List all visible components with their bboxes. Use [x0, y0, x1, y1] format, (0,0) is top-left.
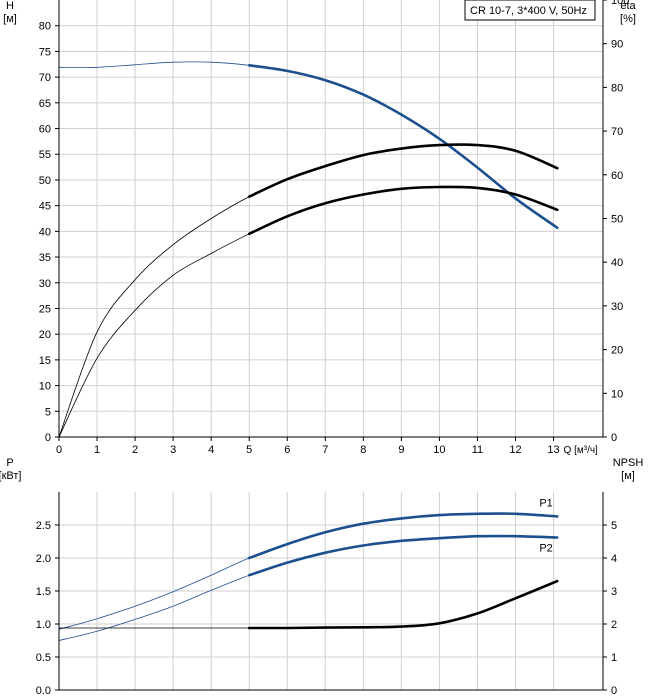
curve-eta_lower-operating — [247, 185, 559, 236]
head-right-tick-label: 50 — [611, 214, 623, 226]
head-left-tick-label: 60 — [39, 124, 51, 136]
power-left-tick-label: 2.5 — [36, 520, 51, 532]
npsh-axis-unit: [м] — [621, 470, 635, 482]
power-axis-title: P — [6, 457, 13, 469]
head-left-tick-label: 75 — [39, 46, 51, 58]
head-axis-unit: [м] — [3, 13, 17, 25]
head-right-tick-label: 100 — [611, 0, 629, 7]
eta-axis-unit: [%] — [620, 13, 636, 25]
x-axis-title: Q [м³/ч] — [564, 445, 599, 456]
chart-legend: CR 10-7, 3*400 V, 50Hz — [464, 0, 596, 21]
x-tick-label: 8 — [360, 444, 366, 456]
head-left-tick-label: 50 — [39, 175, 51, 187]
curve-NPSH-full — [59, 580, 558, 629]
power-curves: P1 P2 — [58, 497, 559, 641]
head-left-tick-label: 65 — [39, 98, 51, 110]
head-left-tick-label: 20 — [39, 329, 51, 341]
power-axes: 0.0 0.5 1.0 1.5 2.0 2.5 0 1 2 3 4 5 P[кВт] NPSH[м] — [0, 457, 643, 697]
x-tick-label: 10 — [433, 444, 445, 456]
x-tick-label: 2 — [132, 444, 138, 456]
head-left-tick-label: 80 — [39, 21, 51, 33]
head-right-tick-label: 80 — [611, 82, 623, 94]
power-grid — [58, 492, 603, 691]
x-tick-label: 5 — [246, 444, 252, 456]
power-right-tick-label: 1 — [611, 652, 617, 664]
head-right-tick-label: 90 — [611, 39, 623, 51]
head-left-tick-label: 0 — [45, 432, 51, 444]
head-left-tick-label: 35 — [39, 252, 51, 264]
head-grid — [58, 0, 603, 438]
power-left-tick-label: 2.0 — [36, 553, 51, 565]
series-label-P2: P2 — [539, 543, 552, 555]
head-left-tick-label: 15 — [39, 355, 51, 367]
head-right-tick-label: 30 — [611, 301, 623, 313]
head-axes: 0510152025303540455055606570758001020304… — [3, 0, 637, 456]
x-tick-label: 1 — [94, 444, 100, 456]
series-label-P1: P1 — [539, 497, 552, 509]
x-tick-label: 13 — [547, 444, 559, 456]
head-left-tick-label: 30 — [39, 278, 51, 290]
power-right-tick-label: 0 — [611, 685, 617, 697]
head-right-tick-label: 70 — [611, 126, 623, 138]
head-right-tick-label: 20 — [611, 345, 623, 357]
head-efficiency-panel: 0510152025303540455055606570758001020304… — [3, 0, 637, 456]
power-right-tick-label: 5 — [611, 520, 617, 532]
head-left-tick-label: 10 — [39, 381, 51, 393]
power-left-tick-label: 0.0 — [36, 685, 51, 697]
legend-box — [464, 0, 596, 21]
curve-NPSH-operating — [247, 579, 559, 630]
x-tick-label: 7 — [322, 444, 328, 456]
x-tick-label: 0 — [56, 444, 62, 456]
head-left-tick-label: 55 — [39, 149, 51, 161]
head-right-tick-label: 60 — [611, 170, 623, 182]
x-tick-label: 9 — [398, 444, 404, 456]
legend-text: CR 10-7, 3*400 V, 50Hz — [470, 5, 587, 17]
curve-P2-full — [58, 535, 558, 641]
npsh-axis-title: NPSH — [613, 457, 644, 469]
power-left-tick-label: 0.5 — [36, 652, 51, 664]
power-right-tick-label: 2 — [611, 619, 617, 631]
head-left-tick-label: 40 — [39, 226, 51, 238]
eta-axis-title: eta — [620, 0, 636, 12]
head-axis-title: H — [6, 0, 14, 12]
power-right-tick-label: 4 — [611, 553, 617, 565]
power-npsh-panel: P1 P2 0.0 0.5 1.0 1.5 2.0 2.5 0 1 2 3 4 5 P[кВт] NPSH[… — [0, 457, 643, 697]
head-left-tick-label: 70 — [39, 72, 51, 84]
head-left-tick-label: 5 — [45, 406, 51, 418]
curve-eta_lower-full — [58, 186, 558, 438]
head-left-tick-label: 25 — [39, 303, 51, 315]
head-curves — [58, 61, 559, 438]
power-right-tick-label: 3 — [611, 586, 617, 598]
power-left-tick-label: 1.0 — [36, 619, 51, 631]
x-tick-label: 6 — [284, 444, 290, 456]
power-left-tick-label: 1.5 — [36, 586, 51, 598]
head-right-tick-label: 10 — [611, 388, 623, 400]
curve-H-operating — [247, 64, 559, 230]
head-left-tick-label: 45 — [39, 201, 51, 213]
head-right-tick-label: 40 — [611, 257, 623, 269]
x-tick-label: 11 — [472, 444, 483, 456]
x-tick-label: 12 — [509, 444, 521, 456]
head-right-tick-label: 0 — [611, 432, 617, 444]
power-axis-unit: [кВт] — [0, 470, 21, 482]
x-tick-label: 3 — [170, 444, 176, 456]
x-tick-label: 4 — [208, 444, 214, 456]
